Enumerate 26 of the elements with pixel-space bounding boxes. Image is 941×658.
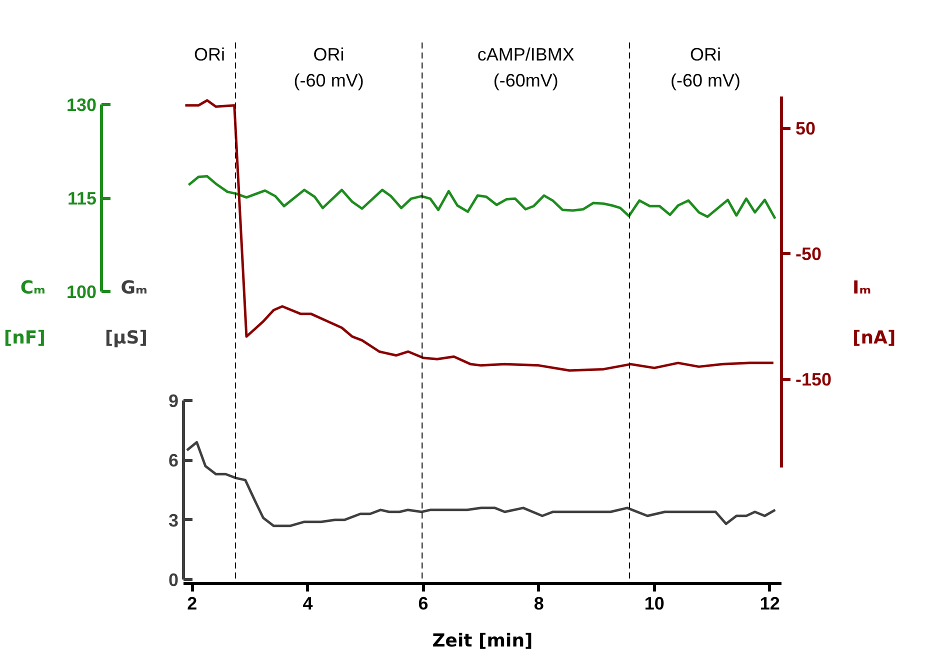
- x-tick-label: 8: [534, 594, 544, 614]
- line-series: [184, 99, 775, 372]
- y2-tick-label: 100: [66, 282, 97, 302]
- x-tick-label: 12: [760, 594, 780, 614]
- x-axis-title: Zeit [min]: [432, 630, 533, 652]
- y2-tick-label: 130: [66, 95, 97, 116]
- y-tick-label: 0: [168, 570, 179, 590]
- y-tick-label: 6: [168, 450, 179, 471]
- annotation: ORi (-60 mV): [670, 44, 741, 90]
- y3-tick-label: -150: [796, 370, 832, 390]
- y-tick-label: 3: [168, 510, 179, 530]
- text: Iₘ [nA]: [852, 277, 896, 349]
- annotation: ORi (-60 mV): [294, 44, 364, 90]
- y3-tick-label: -50: [796, 244, 822, 264]
- text: Cₘ [nF]: [4, 277, 46, 349]
- y2-tick-label: 115: [67, 188, 97, 209]
- x-tick-label: 4: [302, 594, 313, 614]
- annotation: ORi: [194, 44, 225, 64]
- y3-tick-label: 50: [796, 118, 816, 139]
- line-series: [187, 175, 776, 220]
- annotation: cAMP/IBMX (-60mV): [477, 44, 574, 90]
- text: Gₘ [µS]: [104, 277, 148, 349]
- x-tick-label: 10: [644, 594, 664, 614]
- x-tick-label: 6: [418, 594, 428, 614]
- y-tick-label: 9: [168, 391, 179, 412]
- x-tick-label: 2: [187, 594, 198, 614]
